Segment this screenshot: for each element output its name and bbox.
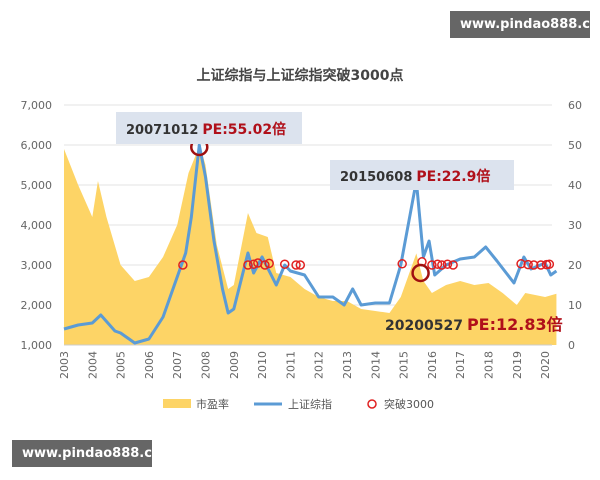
x-tick-label: 2020 <box>539 351 552 379</box>
x-tick-label: 2019 <box>511 351 524 379</box>
breakout-point <box>427 260 437 270</box>
x-tick-label: 2011 <box>284 351 297 379</box>
legend: 市盈率 上证综指 突破3000 <box>163 397 434 411</box>
breakout-point <box>178 260 188 270</box>
x-tick-label: 2004 <box>86 351 99 379</box>
x-tick-label: 2003 <box>58 351 71 379</box>
annotation-2015: 20150608 PE:22.9倍 <box>330 160 514 190</box>
legend-swatch-breakout <box>367 399 377 409</box>
watermark-bottom: www.pindao888.com <box>12 440 174 467</box>
breakout-point <box>516 259 526 269</box>
breakout-point <box>448 260 458 270</box>
x-tick-label: 2005 <box>115 351 128 379</box>
breakout-point <box>432 259 443 269</box>
y-left-tick-label: 6,000 <box>21 139 53 152</box>
breakout-point <box>260 260 270 270</box>
highlight-circle <box>411 263 430 283</box>
x-tick-label: 2010 <box>256 351 269 379</box>
y-right-tick-label: 20 <box>568 259 582 272</box>
legend-label-index: 上证综指 <box>288 397 332 411</box>
y-right-tick-label: 30 <box>568 219 582 232</box>
breakout-point <box>291 260 301 270</box>
y-left-tick-label: 4,000 <box>21 219 53 232</box>
legend-swatch-pe <box>163 399 191 408</box>
annotation-date: 20200527 <box>385 318 463 334</box>
breakout-point <box>243 260 253 270</box>
index-line <box>63 143 558 345</box>
x-tick-label: 2018 <box>483 351 496 379</box>
breakout-point <box>437 260 447 270</box>
breakout-point <box>248 259 259 269</box>
watermark-top: www.pindao888.com <box>450 11 600 38</box>
annotation-pe: PE:22.9倍 <box>416 168 490 185</box>
annotation-2007: 20071012 PE:55.02倍 <box>116 112 302 144</box>
breakout-point <box>264 258 274 269</box>
annotation-pe: PE:12.83倍 <box>467 315 563 334</box>
pe-area <box>64 145 557 345</box>
legend-label-breakout: 突破3000 <box>384 397 434 411</box>
annotation-date: 20071012 <box>126 123 198 138</box>
breakout-point <box>295 260 306 270</box>
x-tick-label: 2007 <box>171 351 184 379</box>
y-left-tick-label: 5,000 <box>21 179 53 192</box>
x-tick-label: 2016 <box>426 351 439 379</box>
x-tick-label: 2012 <box>313 351 326 379</box>
legend-label-pe: 市盈率 <box>196 397 229 411</box>
breakout-point <box>544 259 555 269</box>
x-tick-label: 2006 <box>143 351 156 379</box>
y-left-tick-label: 7,000 <box>21 99 53 112</box>
y-right-tick-label: 10 <box>568 299 582 312</box>
x-tick-label: 2008 <box>200 351 213 379</box>
x-tick-label: 2015 <box>398 351 411 379</box>
breakout-point <box>523 259 533 270</box>
y-left-tick-label: 2,000 <box>21 299 53 312</box>
y-left-tick-label: 1,000 <box>21 339 53 352</box>
annotation-2020: 20200527 PE:12.83倍 <box>385 315 563 334</box>
breakout-point <box>279 259 290 269</box>
y-right-tick-label: 60 <box>568 99 582 112</box>
y-right-tick-label: 0 <box>568 339 575 352</box>
breakout-point <box>397 259 407 269</box>
y-right-tick-label: 50 <box>568 139 582 152</box>
annotation-pe: PE:55.02倍 <box>202 121 286 138</box>
chart-title: 上证综指与上证综指突破3000点 <box>197 67 404 84</box>
y-right-tick-label: 40 <box>568 179 582 192</box>
x-tick-label: 2013 <box>341 351 354 379</box>
y-left-tick-label: 3,000 <box>21 259 53 272</box>
x-tick-label: 2014 <box>369 351 382 379</box>
x-tick-label: 2009 <box>228 351 241 379</box>
x-tick-label: 2017 <box>454 351 467 379</box>
breakout-point <box>442 259 453 269</box>
annotation-date: 20150608 <box>340 170 412 185</box>
breakout-point <box>529 260 539 270</box>
